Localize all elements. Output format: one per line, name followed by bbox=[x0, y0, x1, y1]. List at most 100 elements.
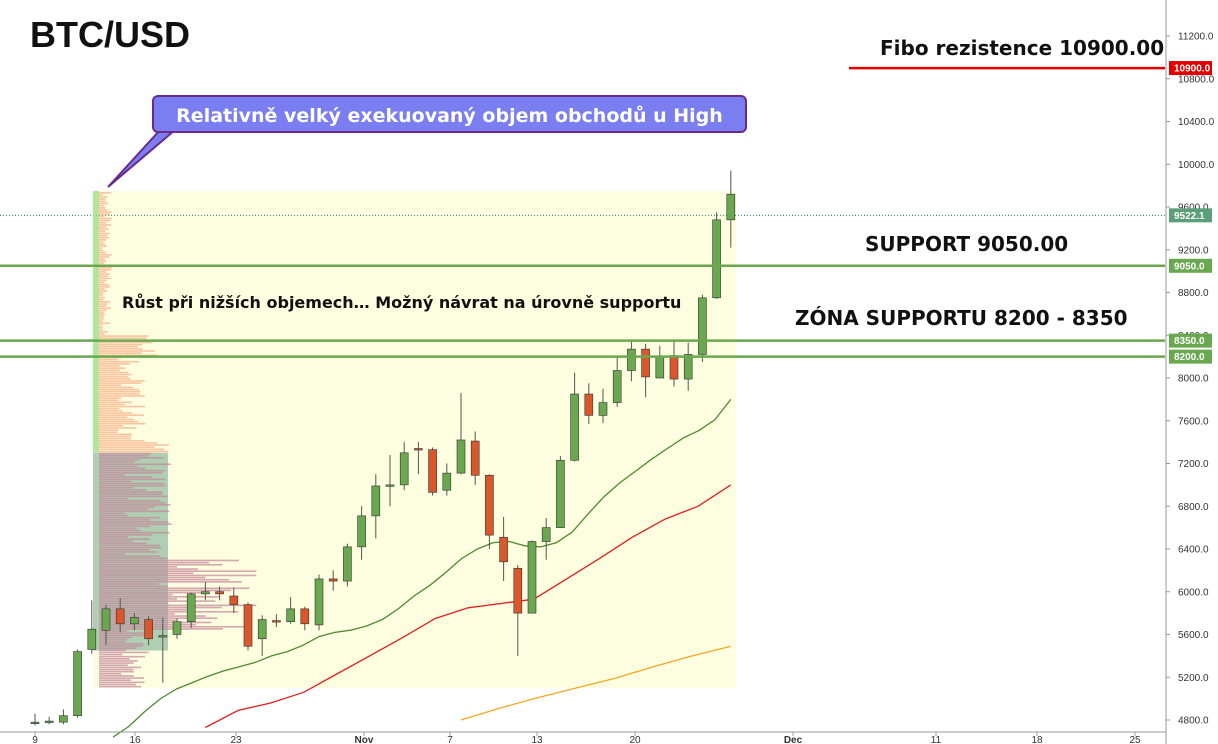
candle-body bbox=[669, 355, 679, 380]
volume-profile-bar bbox=[99, 457, 164, 459]
volume-profile-bar bbox=[99, 363, 130, 365]
volume-profile-bar bbox=[99, 672, 122, 675]
volume-profile-bar bbox=[99, 431, 118, 434]
candle-body bbox=[215, 591, 224, 595]
zone-low-price-label: 8200.0 bbox=[1174, 352, 1205, 363]
candle-body bbox=[385, 484, 395, 487]
volume-profile-bar bbox=[99, 375, 128, 378]
volume-profile-bar bbox=[99, 651, 149, 654]
volume-profile-bar bbox=[99, 598, 177, 600]
y-tick-label: 10800.0 bbox=[1178, 74, 1215, 85]
volume-profile-bar bbox=[99, 283, 109, 286]
volume-profile-bar bbox=[99, 497, 129, 500]
volume-profile-bar bbox=[99, 360, 139, 363]
candle-body bbox=[584, 393, 594, 416]
volume-profile-bar bbox=[99, 525, 151, 528]
volume-profile-bar bbox=[99, 600, 216, 602]
volume-profile-bar bbox=[99, 621, 212, 624]
volume-profile-bar bbox=[99, 630, 128, 632]
volume-profile-bar bbox=[99, 480, 132, 483]
volume-profile-bar bbox=[99, 685, 141, 688]
volume-profile-bar bbox=[99, 555, 161, 558]
volume-profile-bar bbox=[99, 444, 169, 446]
profile-bar-upper bbox=[93, 190, 99, 453]
volume-profile-bar bbox=[99, 305, 106, 307]
volume-profile-bar bbox=[99, 643, 144, 645]
candle-body bbox=[513, 567, 523, 614]
volume-profile-bar bbox=[99, 677, 144, 679]
volume-profile-bar bbox=[99, 403, 125, 406]
support-zone-label: ZÓNA SUPPORTU 8200 - 8350 bbox=[795, 306, 1128, 330]
candle-body bbox=[612, 370, 622, 403]
candle-body bbox=[456, 439, 466, 474]
x-tick-label: 7 bbox=[447, 735, 453, 744]
volume-profile-bar bbox=[99, 442, 157, 444]
y-tick-label: 8000.0 bbox=[1178, 374, 1209, 385]
volume-profile-bar bbox=[99, 410, 122, 412]
x-tick-label: 20 bbox=[629, 735, 641, 744]
volume-profile-bar bbox=[99, 204, 104, 207]
volume-profile-bar bbox=[99, 662, 134, 664]
volume-profile-bar bbox=[99, 279, 107, 282]
volume-profile-bar bbox=[99, 316, 104, 318]
zone-low-badge bbox=[1169, 349, 1212, 364]
volume-profile-bar bbox=[99, 514, 129, 517]
support-badge bbox=[1169, 258, 1212, 273]
volume-note: Růst při nižších objemech… Možný návrat … bbox=[122, 293, 682, 312]
x-tick-label: 11 bbox=[931, 735, 942, 744]
volume-profile-bar bbox=[99, 215, 104, 218]
volume-profile-bar bbox=[99, 489, 146, 491]
candle-body bbox=[556, 459, 565, 528]
volume-profile-bar bbox=[99, 499, 161, 502]
callout-tail-shape bbox=[107, 129, 178, 188]
volume-profile-bar bbox=[99, 390, 141, 393]
volume-profile-bar bbox=[99, 501, 166, 504]
volume-profile-bar bbox=[99, 670, 134, 673]
price-levels bbox=[0, 66, 1165, 358]
volume-profile-bar bbox=[99, 412, 132, 414]
candle-body bbox=[87, 628, 97, 650]
ma-mid-line bbox=[205, 484, 732, 729]
volume-profile-bar bbox=[99, 247, 102, 250]
candle-body bbox=[598, 402, 608, 416]
candle-body bbox=[201, 591, 210, 595]
volume-profile-bar bbox=[99, 313, 106, 316]
candle-body bbox=[371, 485, 381, 517]
candle-body bbox=[470, 440, 480, 476]
volume-profile-bar bbox=[99, 585, 168, 587]
volume-profile-bar bbox=[99, 549, 150, 551]
volume-profile-bar bbox=[99, 433, 132, 436]
volume-profile-bar bbox=[99, 625, 246, 628]
volume-profile-bar bbox=[99, 439, 145, 442]
volume-profile-bar bbox=[99, 226, 107, 228]
volume-profile-bar bbox=[99, 234, 108, 237]
candle-body bbox=[30, 721, 40, 724]
last-price-badge bbox=[1169, 208, 1212, 223]
y-tick-label: 10400.0 bbox=[1178, 117, 1215, 128]
volume-profile-bar bbox=[99, 495, 168, 498]
volume-profile-bar bbox=[99, 301, 111, 303]
volume-profile-bar bbox=[99, 587, 250, 590]
volume-profile-bar bbox=[99, 414, 144, 416]
callout-pointer bbox=[107, 129, 178, 188]
volume-profile-bar bbox=[99, 437, 131, 440]
volume-profile-bar bbox=[99, 228, 109, 230]
x-tick-label: 9 bbox=[32, 735, 38, 744]
volume-profile-bar bbox=[99, 254, 112, 256]
volume-profile-bar bbox=[99, 209, 108, 211]
y-tick-label: 8800.0 bbox=[1178, 288, 1209, 299]
volume-profile-bar bbox=[99, 294, 104, 297]
candle-body bbox=[428, 449, 437, 493]
volume-profile-bar bbox=[99, 683, 136, 686]
volume-profile-bar bbox=[99, 574, 257, 577]
candle-body bbox=[229, 595, 239, 605]
volume-profile-bar bbox=[99, 534, 152, 536]
candle-body bbox=[683, 354, 693, 380]
volume-profile-bar bbox=[99, 493, 163, 496]
volume-profile-bar bbox=[99, 328, 103, 331]
volume-profile-bar bbox=[99, 572, 194, 575]
x-tick-label: 13 bbox=[531, 735, 543, 744]
volume-profile-bar bbox=[99, 508, 149, 510]
volume-profile-bar bbox=[99, 397, 122, 399]
